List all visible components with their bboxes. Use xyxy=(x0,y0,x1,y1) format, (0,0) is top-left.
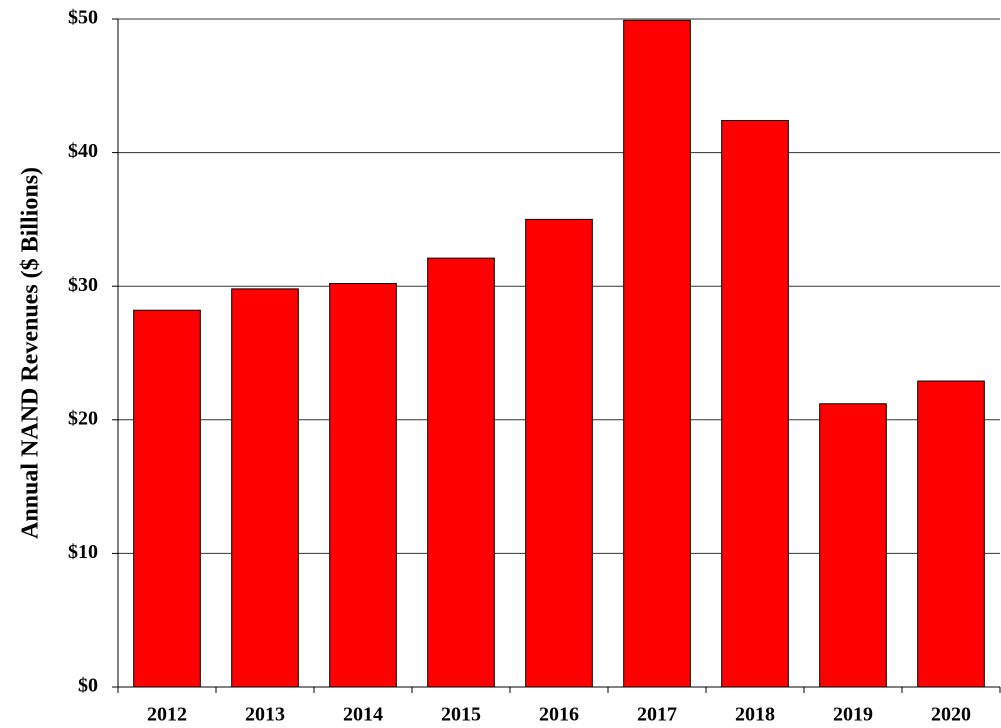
x-tick-label: 2012 xyxy=(147,704,187,726)
bar xyxy=(623,19,691,688)
bar xyxy=(721,120,789,688)
x-tick-label: 2013 xyxy=(245,704,285,726)
y-axis-title: Annual NAND Revenues ($ Billions) xyxy=(18,167,44,539)
y-tick-label: $40 xyxy=(68,140,98,162)
x-tick-label: 2016 xyxy=(539,704,579,726)
bar xyxy=(231,288,299,688)
y-tick-label: $20 xyxy=(68,407,98,429)
bar xyxy=(427,257,495,688)
x-tick-label: 2019 xyxy=(833,704,873,726)
bar xyxy=(525,218,593,688)
x-tick-label: 2020 xyxy=(931,704,971,726)
y-tick-label: $10 xyxy=(68,541,98,563)
x-tick-label: 2015 xyxy=(441,704,481,726)
y-tick-label: $0 xyxy=(78,675,98,697)
y-tick-label: $30 xyxy=(68,274,98,296)
bar xyxy=(329,283,397,688)
y-tick-label: $50 xyxy=(68,7,98,29)
bar xyxy=(133,309,201,688)
x-tick-label: 2014 xyxy=(343,704,383,726)
bar xyxy=(819,403,887,688)
bar xyxy=(917,380,985,688)
x-tick-label: 2017 xyxy=(637,704,677,726)
x-tick-label: 2018 xyxy=(735,704,775,726)
